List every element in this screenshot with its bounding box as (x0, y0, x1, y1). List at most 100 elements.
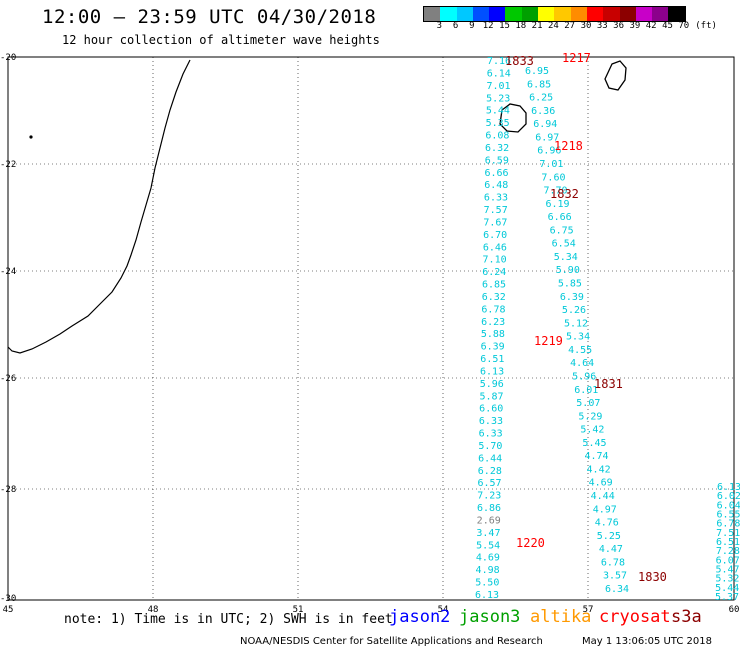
wave-height-value: 5.44 (715, 583, 739, 594)
wave-height-value: 7.57 (484, 205, 508, 216)
wave-height-value: 6.97 (535, 132, 559, 143)
wave-height-value: 2.69 (477, 515, 501, 526)
wave-height-value: 6.51 (716, 537, 740, 548)
wave-height-value: 6.86 (477, 503, 501, 514)
legend-item-s3a: s3a (671, 607, 702, 627)
wave-height-value: 6.28 (478, 466, 502, 477)
wave-height-value: 5.23 (486, 93, 510, 104)
scale-tick-label: 36 (613, 21, 625, 31)
wave-height-value: 4.74 (584, 451, 608, 462)
legend-item-altika: altika (530, 607, 592, 627)
generated-timestamp: May 1 13:06:05 UTC 2018 (582, 636, 712, 647)
legend-item-jason2: jason2 (389, 607, 451, 627)
color-swatch (521, 7, 539, 21)
wave-height-value: 6.78 (481, 304, 505, 315)
wave-height-value: 6.75 (550, 225, 574, 236)
wave-height-value: 6.66 (484, 168, 508, 179)
scale-tick-label: 70 (678, 21, 690, 31)
wave-height-value: 6.02 (717, 491, 740, 502)
scale-unit-label: (ft) (695, 21, 717, 31)
mauritius-island-outline (604, 60, 627, 91)
wave-height-value: 5.54 (476, 540, 500, 551)
longitude-label: 54 (438, 605, 449, 615)
madagascar-coastline (7, 59, 191, 354)
wave-height-value: 5.26 (562, 305, 586, 316)
wave-height-value: 6.57 (478, 478, 502, 489)
legend-item-jason3: jason3 (459, 607, 521, 627)
wave-height-value: 7.01 (539, 159, 563, 170)
wave-height-value: 6.94 (533, 119, 557, 130)
wave-height-value: 5.25 (597, 531, 621, 542)
wave-height-value: 7.23 (477, 491, 501, 502)
map-frame (7, 56, 735, 601)
color-swatch (489, 7, 506, 21)
wave-height-value: 5.42 (580, 425, 604, 436)
wave-height-value: 4.55 (568, 345, 592, 356)
wave-height-value: 4.44 (591, 491, 615, 502)
wave-height-value: 6.13 (475, 590, 499, 601)
legend-item-cryosat: cryosat (599, 607, 671, 627)
reunion-island-outline (499, 103, 527, 133)
wave-height-value: 5.35 (486, 118, 510, 129)
wave-height-value: 5.87 (479, 391, 503, 402)
wave-height-value: 6.34 (605, 584, 629, 595)
small-island (29, 135, 33, 139)
wave-height-value: 3.57 (603, 571, 627, 582)
wave-height-value: 6.78 (601, 557, 625, 568)
scale-tick-label: 27 (564, 21, 576, 31)
wave-height-value: 6.24 (482, 267, 506, 278)
wave-height-value: 5.34 (566, 332, 590, 343)
color-swatch (570, 7, 587, 21)
credit-line: NOAA/NESDIS Center for Satellite Applica… (240, 636, 543, 647)
wave-height-value: 4.69 (476, 553, 500, 564)
wave-height-value: 4.98 (476, 565, 500, 576)
wave-height-value: 6.59 (485, 155, 509, 166)
wave-height-value: 7.01 (486, 81, 510, 92)
wave-height-value: 6.85 (482, 280, 506, 291)
wave-height-value: 6.13 (480, 366, 504, 377)
wave-height-value: 6.13 (717, 482, 740, 493)
wave-height-value: 5.96 (572, 371, 596, 382)
wave-height-value: 6.95 (525, 66, 549, 77)
longitude-label: 48 (148, 605, 159, 615)
wave-height-value: 4.69 (589, 478, 613, 489)
color-swatch (538, 7, 555, 21)
scale-tick-label: 12 (482, 21, 494, 31)
wave-height-value: 5.29 (578, 411, 602, 422)
pass-time-label: 1219 (534, 334, 563, 348)
scale-tick-label: 6 (452, 21, 459, 31)
scale-tick-label: 21 (531, 21, 543, 31)
wave-height-value: 4.42 (587, 464, 611, 475)
color-swatch (554, 7, 571, 21)
color-swatch (586, 7, 604, 21)
scale-tick-label: 18 (515, 21, 527, 31)
map-title: 12:00 – 23:59 UTC 04/30/2018 (42, 6, 377, 28)
wave-height-value: 5.07 (576, 398, 600, 409)
pass-time-label: 1832 (550, 187, 579, 201)
wave-height-value: 6.14 (487, 68, 511, 79)
color-swatch (603, 7, 620, 21)
wave-height-value: 4.76 (595, 518, 619, 529)
latitude-label: -20 (0, 53, 16, 63)
wave-height-value: 7.10 (483, 255, 507, 266)
wave-height-value: 6.55 (717, 510, 740, 521)
latitude-label: -24 (0, 267, 16, 277)
pass-time-label: 1220 (516, 536, 545, 550)
color-swatch (652, 7, 669, 21)
wave-height-value: 5.45 (582, 438, 606, 449)
scale-tick-label: 45 (662, 21, 673, 31)
scale-tick-label: 30 (580, 21, 592, 31)
wave-height-color-scale (423, 6, 686, 22)
wave-height-value: 6.04 (717, 500, 740, 511)
pass-time-label: 1218 (554, 139, 583, 153)
wave-height-value: 6.46 (483, 242, 507, 253)
wave-height-value: 6.60 (479, 404, 503, 415)
color-swatch (619, 7, 636, 21)
longitude-label: 51 (293, 605, 304, 615)
pass-time-label: 1833 (505, 54, 534, 68)
longitude-label: 57 (583, 605, 594, 615)
wave-height-value: 6.19 (546, 199, 570, 210)
color-swatch (472, 7, 490, 21)
wave-height-value: 6.33 (479, 429, 503, 440)
